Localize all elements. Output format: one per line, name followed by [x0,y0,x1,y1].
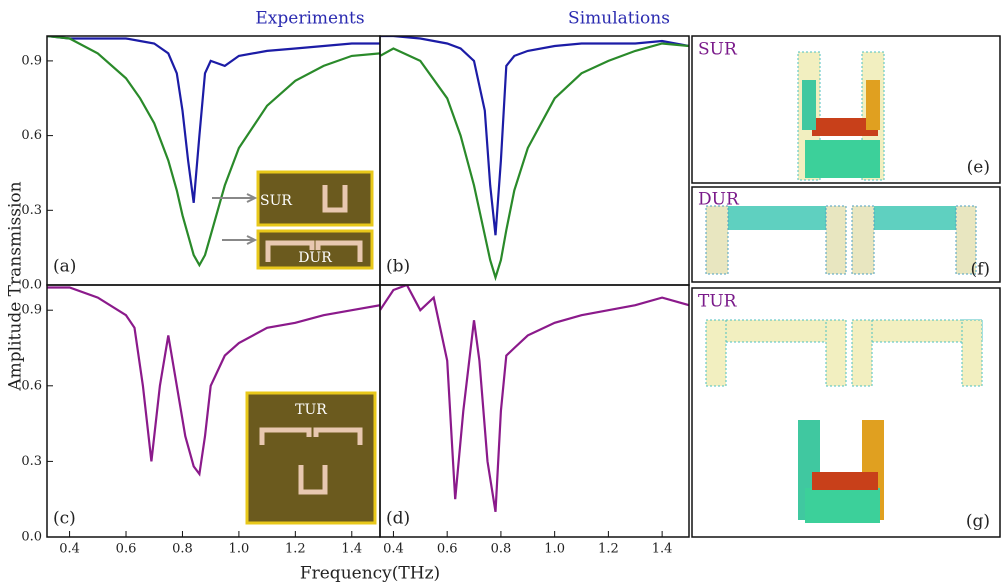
resonator [298,465,328,495]
frame [379,284,690,538]
inset-label: SUR [260,193,292,209]
plot-area [47,36,380,268]
panel-label: (a) [53,257,76,277]
y-tick-label: 0.3 [21,454,42,469]
arrow [222,235,258,245]
x-tick-label: 1.4 [652,542,673,557]
chart-title: Experiments [255,9,364,29]
x-tick-label: 1.4 [341,542,362,557]
field-panel: SUR (e) [691,35,1001,184]
plot-area [380,285,689,512]
y-tick-label: 0.9 [21,53,42,68]
panel-label: (g) [966,512,990,532]
line-series [47,36,380,268]
chart-title: Simulations [568,9,670,29]
y-tick-label: 0.3 [21,203,42,218]
plot-area [380,36,689,282]
x-tick-label: 0.4 [59,542,80,557]
x-tick-label: 1.2 [285,542,306,557]
line-series [380,36,689,236]
inset [256,170,374,227]
field-panel: TUR (g) [691,287,1001,538]
x-tick-label: 1.2 [598,542,619,557]
field-panel: DUR (f) [691,186,1001,283]
panel-label: (c) [53,509,76,529]
line-series [47,36,380,203]
x-tick-label: 0.8 [172,542,193,557]
inset-label: TUR [295,402,327,418]
panel-label: (d) [386,509,410,529]
resonator [265,240,363,262]
x-tick-label: 0.6 [116,542,137,557]
line-series [380,42,689,282]
x-tick-label: 0.8 [491,542,512,557]
inset [245,391,377,525]
field-label: TUR [698,292,738,312]
resonator [259,427,363,445]
line-series [47,286,380,477]
plot-area [47,286,380,477]
y-tick-label: 0.9 [21,303,42,318]
field-label: SUR [698,40,738,60]
x-tick-label: 1.0 [544,542,565,557]
y-tick-label: 0.6 [21,378,42,393]
inset-label: DUR [298,250,332,266]
y-axis-label: Amplitude Transmission [6,181,26,391]
x-tick-label: 0.6 [437,542,458,557]
panel-label: (b) [386,257,410,277]
x-axis-label: Frequency(THz) [300,564,440,584]
frame [379,35,690,286]
y-tick-label: 0.6 [21,128,42,143]
inset [256,229,374,270]
line-series [380,285,689,512]
resonator [322,185,348,213]
arrow [212,193,258,203]
panel-label: (e) [967,158,990,178]
field-label: DUR [698,190,740,210]
x-tick-label: 0.4 [383,542,404,557]
y-tick-label: 0.0 [21,530,42,545]
panel-label: (f) [970,260,990,280]
y-tick-label: 0.0 [21,278,42,293]
x-tick-label: 1.0 [229,542,250,557]
